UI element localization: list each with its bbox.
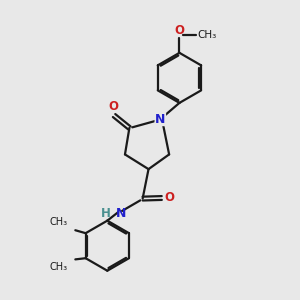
Text: CH₃: CH₃ bbox=[197, 30, 216, 40]
Text: O: O bbox=[108, 100, 118, 112]
Text: N: N bbox=[116, 207, 127, 220]
Text: H: H bbox=[100, 207, 110, 220]
Text: N: N bbox=[155, 112, 166, 126]
Text: CH₃: CH₃ bbox=[50, 217, 68, 227]
Text: O: O bbox=[174, 24, 184, 37]
Text: CH₃: CH₃ bbox=[50, 262, 68, 272]
Text: O: O bbox=[164, 191, 174, 205]
